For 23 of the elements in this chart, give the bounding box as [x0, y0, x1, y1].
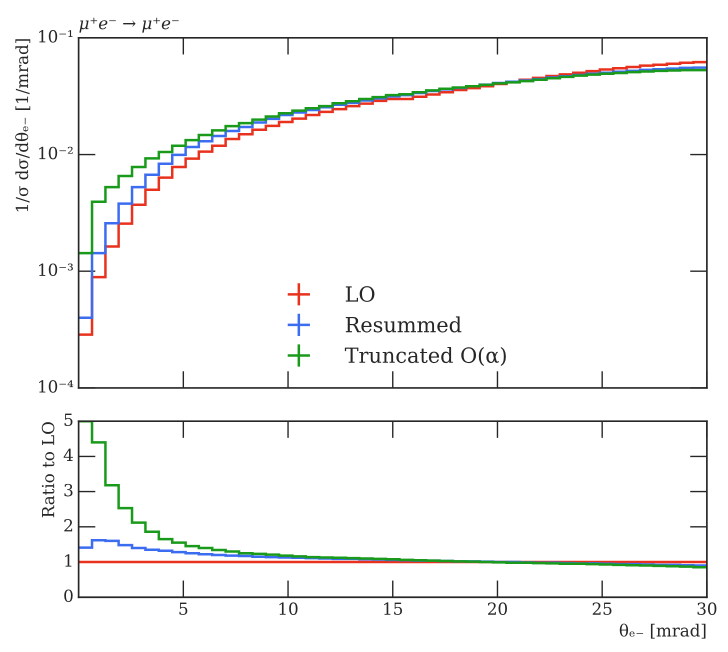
- y-tick-label: 10⁻⁴: [39, 380, 74, 393]
- chart-title: μ⁺e⁻ → μ⁺e⁻: [79, 18, 179, 33]
- y-tick-label: 0: [64, 589, 73, 602]
- x-tick-label: 30: [698, 602, 716, 615]
- y-tick-label: 4: [64, 448, 73, 461]
- y-tick-label: 10⁻³: [39, 263, 73, 276]
- y-tick-label: 10⁻¹: [39, 30, 72, 43]
- y-axis-title: 1/σ dσ/dθₑ₋ [1/mrad]: [15, 39, 30, 212]
- x-axis-title: θₑ₋ [mrad]: [620, 624, 706, 639]
- x-tick-label: 15: [384, 602, 402, 615]
- x-tick-label: 5: [179, 602, 188, 615]
- y-axis-title: Ratio to LO: [42, 422, 54, 518]
- legend-label: Resummed: [346, 316, 462, 332]
- legend-label: LO: [346, 286, 374, 302]
- legend-label: Truncated O(α): [344, 346, 506, 366]
- x-tick-label: 25: [592, 602, 612, 615]
- y-tick-label: 10⁻²: [39, 146, 73, 160]
- y-tick-label: 5: [64, 414, 72, 426]
- y-tick-label: 1: [65, 554, 72, 567]
- x-tick-label: 10: [279, 602, 298, 615]
- y-tick-label: 2: [64, 519, 72, 532]
- x-tick-label: 20: [488, 602, 507, 615]
- y-tick-label: 3: [64, 484, 73, 496]
